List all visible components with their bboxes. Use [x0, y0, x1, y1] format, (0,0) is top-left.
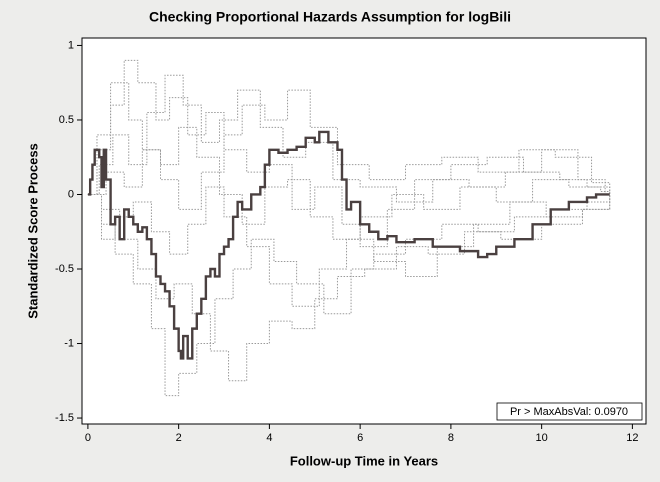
annotation-box: Pr > MaxAbsVal: 0.0970	[496, 402, 643, 421]
y-tick-label: 0	[68, 188, 74, 200]
simulated-path	[87, 74, 606, 203]
y-tick-label: -1	[64, 337, 74, 349]
x-tick-label: 8	[448, 432, 454, 444]
x-tick-label: 4	[266, 432, 272, 444]
x-tick-label: 12	[626, 432, 638, 444]
annotation: Pr > MaxAbsVal: 0.0970	[510, 406, 628, 418]
simulated-path	[87, 82, 611, 210]
y-tick-label: 1	[68, 39, 74, 51]
y-tick-label: 0.5	[59, 114, 74, 126]
x-tick-label: 10	[536, 432, 548, 444]
simulated-path	[87, 59, 611, 248]
x-axis-label: Follow-up Time in Years	[290, 453, 438, 468]
x-tick-label: 0	[85, 432, 91, 444]
observed-path	[87, 130, 610, 360]
y-axis-label: Standardized Score Process	[25, 143, 40, 319]
y-tick-label: -1.5	[55, 412, 74, 424]
x-tick-label: 2	[176, 432, 182, 444]
simulated-path	[87, 193, 611, 382]
x-tick-label: 6	[357, 432, 363, 444]
simulated-path	[87, 193, 611, 397]
simulated-path	[87, 126, 611, 240]
plot-area	[81, 37, 647, 425]
simulated-path	[87, 186, 611, 307]
annotation-frame	[496, 402, 643, 421]
chart-title: Checking Proportional Hazards Assumption…	[149, 9, 511, 25]
y-tick-label: -0.5	[55, 263, 74, 275]
